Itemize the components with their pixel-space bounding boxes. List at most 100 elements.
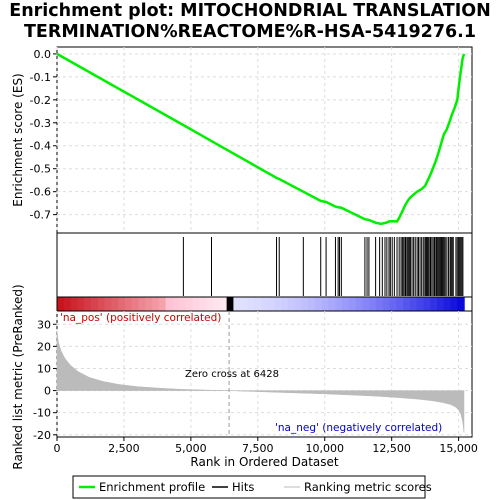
es-panel: 0.0 -0.1 -0.2 -0.3 -0.4 -0.5 -0.6 -0.7 Enrichmen… — [11, 46, 473, 234]
heatmap-cell — [206, 297, 214, 311]
heatmap-cell — [274, 297, 282, 311]
heatmap-cell — [226, 297, 235, 311]
heatmap-cell — [219, 297, 228, 311]
heatmap-cell — [233, 297, 241, 311]
metric-ytick-label: 20 — [37, 340, 51, 353]
heatmap-cell — [382, 297, 391, 311]
es-ytick-label: -0.2 — [30, 94, 51, 107]
heatmap-cell — [436, 297, 445, 311]
heatmap-cell — [260, 297, 268, 311]
heatmap-cell — [294, 297, 302, 311]
heatmap-cell — [396, 297, 404, 311]
metric-xtick-label: 12,500 — [372, 442, 411, 455]
hits-panel — [56, 232, 473, 298]
es-ytick-label: -0.3 — [30, 117, 51, 130]
metric-ylabel: Ranked list metric (PreRanked) — [11, 284, 25, 469]
metric-ytick-label: -20 — [33, 429, 51, 442]
heatmap-cell — [280, 297, 289, 311]
heatmap-cell — [77, 297, 85, 311]
heatmap-cell — [443, 297, 452, 311]
es-ytick-label: -0.7 — [30, 209, 51, 222]
metric-ytick-label: 10 — [37, 362, 51, 375]
metric-xlabel: Rank in Ordered Dataset — [190, 455, 338, 469]
heatmap-cell — [118, 297, 126, 311]
chart-title-line1: Enrichment plot: MITOCHONDRIAL TRANSLATI… — [9, 1, 491, 21]
heatmap-cell — [70, 297, 78, 311]
heatmap-cell — [369, 297, 377, 311]
heatmap-cell — [457, 297, 465, 311]
es-ytick-label: 0.0 — [34, 48, 52, 61]
metric-xtick-label: 7,500 — [242, 442, 274, 455]
heatmap-cell — [172, 297, 180, 311]
heatmap-cell — [165, 297, 173, 311]
es-ytick-label: -0.5 — [30, 163, 51, 176]
heatmap-cell — [423, 297, 431, 311]
metric-xtick-label: 5,000 — [175, 442, 207, 455]
heatmap-cell — [213, 297, 221, 311]
metric-ytick-label: 0 — [44, 385, 51, 398]
heatmap-cell — [185, 297, 194, 311]
heatmap-cell — [192, 297, 201, 311]
heatmap-cell — [416, 297, 425, 311]
heatmap-cell — [375, 297, 384, 311]
ranking-metric-area — [56, 330, 465, 433]
heatmap-cell — [314, 297, 323, 311]
heatmap-cell — [90, 297, 99, 311]
heatmap-cell — [111, 297, 119, 311]
heatmap-cell — [267, 297, 275, 311]
heatmap-cell — [138, 297, 146, 311]
enrichment-profile-line — [56, 52, 466, 226]
heatmap-bar — [56, 296, 473, 312]
heatmap-cell — [301, 297, 309, 311]
heatmap-cell — [409, 297, 418, 311]
zero-cross-label: Zero cross at 6428 — [185, 369, 279, 380]
heatmap-cell — [287, 297, 296, 311]
heatmap-cell — [308, 297, 316, 311]
metric-xtick-label: 10,000 — [305, 442, 344, 455]
heatmap-cell — [321, 297, 330, 311]
legend: Enrichment profile Hits Ranking metric sco… — [72, 475, 432, 499]
legend-label: Enrichment profile — [99, 480, 205, 494]
heatmap-cell — [362, 297, 370, 311]
heatmap-cell — [403, 297, 411, 311]
metric-plot-area — [56, 310, 473, 438]
heatmap-cell — [335, 297, 343, 311]
heatmap-cell — [389, 297, 397, 311]
heatmap-cell — [104, 297, 112, 311]
heatmap-cell — [179, 297, 187, 311]
es-ylabel: Enrichment score (ES) — [11, 73, 25, 206]
heatmap-cell — [341, 297, 350, 311]
es-ytick-label: -0.1 — [30, 71, 51, 84]
heatmap-cell — [158, 297, 167, 311]
chart-title-line2: TERMINATION%REACTOME%R-HSA-5419276.1 — [23, 22, 477, 42]
heatmap-cell — [450, 297, 458, 311]
es-plot-area — [56, 46, 473, 234]
metric-xtick-label: 0 — [54, 442, 61, 455]
heatmap-cell — [84, 297, 92, 311]
metric-ytick-label: 30 — [37, 318, 51, 331]
heatmap-cell — [124, 297, 133, 311]
na-pos-label: 'na_pos' (positively correlated) — [60, 312, 221, 324]
es-ytick-label: -0.6 — [30, 186, 51, 199]
metric-xtick-label: 15,000 — [439, 442, 478, 455]
heatmap-cell — [199, 297, 207, 311]
na-neg-label: 'na_neg' (negatively correlated) — [275, 422, 442, 434]
heatmap-cell — [151, 297, 160, 311]
heatmap-cell — [57, 297, 65, 311]
heatmap-cell — [97, 297, 106, 311]
heatmap-cell — [253, 297, 262, 311]
heatmap-cell — [355, 297, 363, 311]
metric-ytick-label: -10 — [33, 407, 51, 420]
heatmap-cell — [328, 297, 336, 311]
legend-label: Hits — [232, 480, 254, 494]
heatmap-cell — [348, 297, 357, 311]
heatmap-cell — [63, 297, 72, 311]
heatmap-cell — [240, 297, 248, 311]
heatmap-cell — [246, 297, 255, 311]
legend-label: Ranking metric scores — [304, 480, 432, 494]
heatmap-cell — [145, 297, 153, 311]
es-ytick-label: -0.4 — [30, 140, 51, 153]
